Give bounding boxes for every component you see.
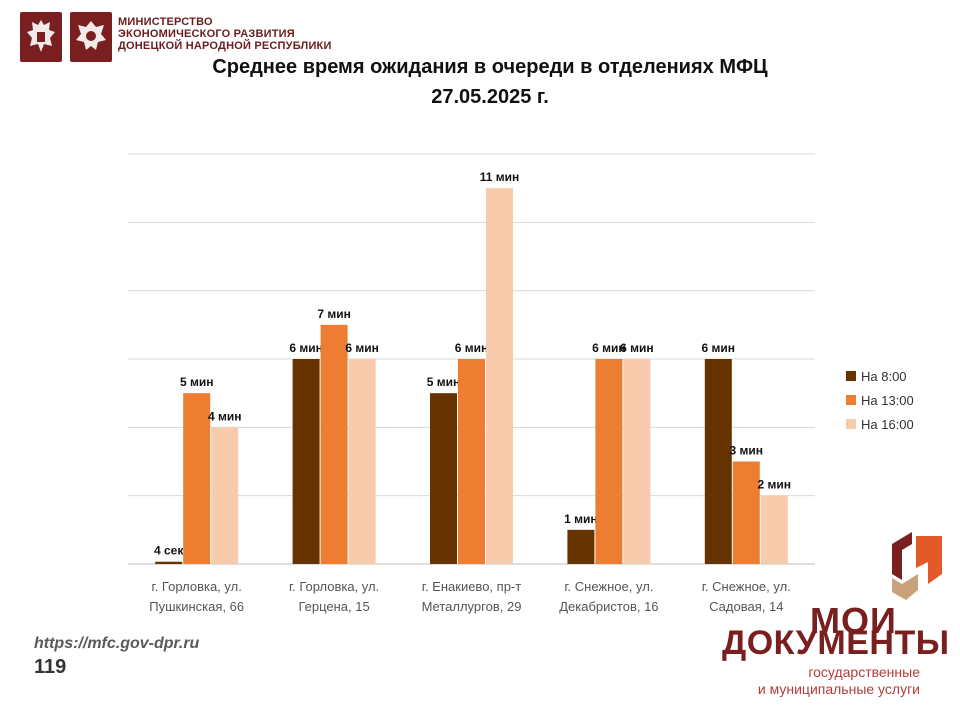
bar [348, 359, 376, 564]
data-label: 6 мин [620, 341, 654, 355]
data-label: 6 мин [592, 341, 626, 355]
legend-label: На 13:00 [861, 392, 914, 408]
data-label: 1 мин [564, 512, 598, 526]
bar [704, 359, 732, 564]
legend-label: На 8:00 [861, 368, 907, 384]
data-label: 3 мин [730, 444, 764, 458]
category-label: г. Горловка, ул. [152, 579, 242, 594]
data-label: 6 мин [345, 341, 379, 355]
bar [320, 324, 348, 564]
ministry-line: ДОНЕЦКОЙ НАРОДНОЙ РЕСПУБЛИКИ [118, 40, 332, 52]
category-label: Садовая, 14 [709, 599, 783, 614]
category-label: г. Горловка, ул. [289, 579, 379, 594]
data-label: 6 мин [455, 341, 489, 355]
page-number: 119 [34, 656, 67, 678]
data-label: 6 мин [702, 341, 736, 355]
bar [760, 495, 788, 564]
ministry-name: МИНИСТЕРСТВО ЭКОНОМИЧЕСКОГО РАЗВИТИЯ ДОН… [118, 16, 358, 52]
legend-swatch [846, 419, 856, 429]
data-label: 5 мин [180, 375, 214, 389]
bar [486, 188, 513, 564]
footer-url[interactable]: https://mfc.gov-dpr.ru [34, 635, 200, 652]
brand-line2: ДОКУМЕНТЫ [722, 624, 950, 662]
category-label: г. Снежное, ул. [702, 579, 791, 594]
legend-swatch [846, 395, 856, 405]
data-label: 7 мин [317, 307, 351, 321]
data-label: 5 мин [427, 375, 461, 389]
brand-sub2: и муниципальные услуги [757, 681, 920, 697]
legend-item: На 16:00 [846, 412, 914, 436]
bar [623, 359, 651, 564]
bar [458, 359, 485, 564]
brand-subtitle: государственные и муниципальные услуги [758, 664, 920, 698]
category-label: г. Енакиево, пр-т [422, 579, 521, 594]
bar [430, 393, 457, 564]
category-label: г. Снежное, ул. [564, 579, 653, 594]
ministry-line: ЭКОНОМИЧЕСКОГО РАЗВИТИЯ [118, 28, 295, 40]
brand-line1: МОИ [810, 600, 897, 641]
dpr-emblem-icon [70, 12, 112, 62]
data-label: 4 сек [154, 544, 184, 558]
chart-legend: На 8:00 На 13:00 На 16:00 [846, 364, 914, 436]
chart-title: Среднее время ожидания в очереди в отдел… [212, 56, 768, 78]
chart-subtitle: 27.05.2025 г. [431, 86, 549, 108]
data-label: 6 мин [289, 341, 323, 355]
bar [155, 561, 183, 564]
category-label: Пушкинская, 66 [149, 599, 244, 614]
legend-label: На 16:00 [861, 416, 914, 432]
brand-sub1: государственные [808, 664, 920, 680]
legend-swatch [846, 371, 856, 381]
bar [211, 427, 239, 564]
data-label: 11 мин [480, 170, 520, 184]
bar [183, 393, 211, 564]
legend-item: На 8:00 [846, 364, 914, 388]
legend-item: На 13:00 [846, 388, 914, 412]
moi-dokumenty-logo-icon [892, 532, 942, 600]
bar [732, 461, 760, 564]
category-label: Декабристов, 16 [559, 599, 658, 614]
bar [567, 529, 595, 564]
data-label: 4 мин [208, 409, 242, 423]
bar [595, 359, 623, 564]
category-label: Герцена, 15 [298, 599, 369, 614]
ministry-line: МИНИСТЕРСТВО [118, 16, 213, 28]
bar [292, 359, 320, 564]
data-label: 2 мин [758, 478, 792, 492]
russia-emblem-icon [20, 12, 62, 62]
category-label: Металлургов, 29 [422, 599, 522, 614]
